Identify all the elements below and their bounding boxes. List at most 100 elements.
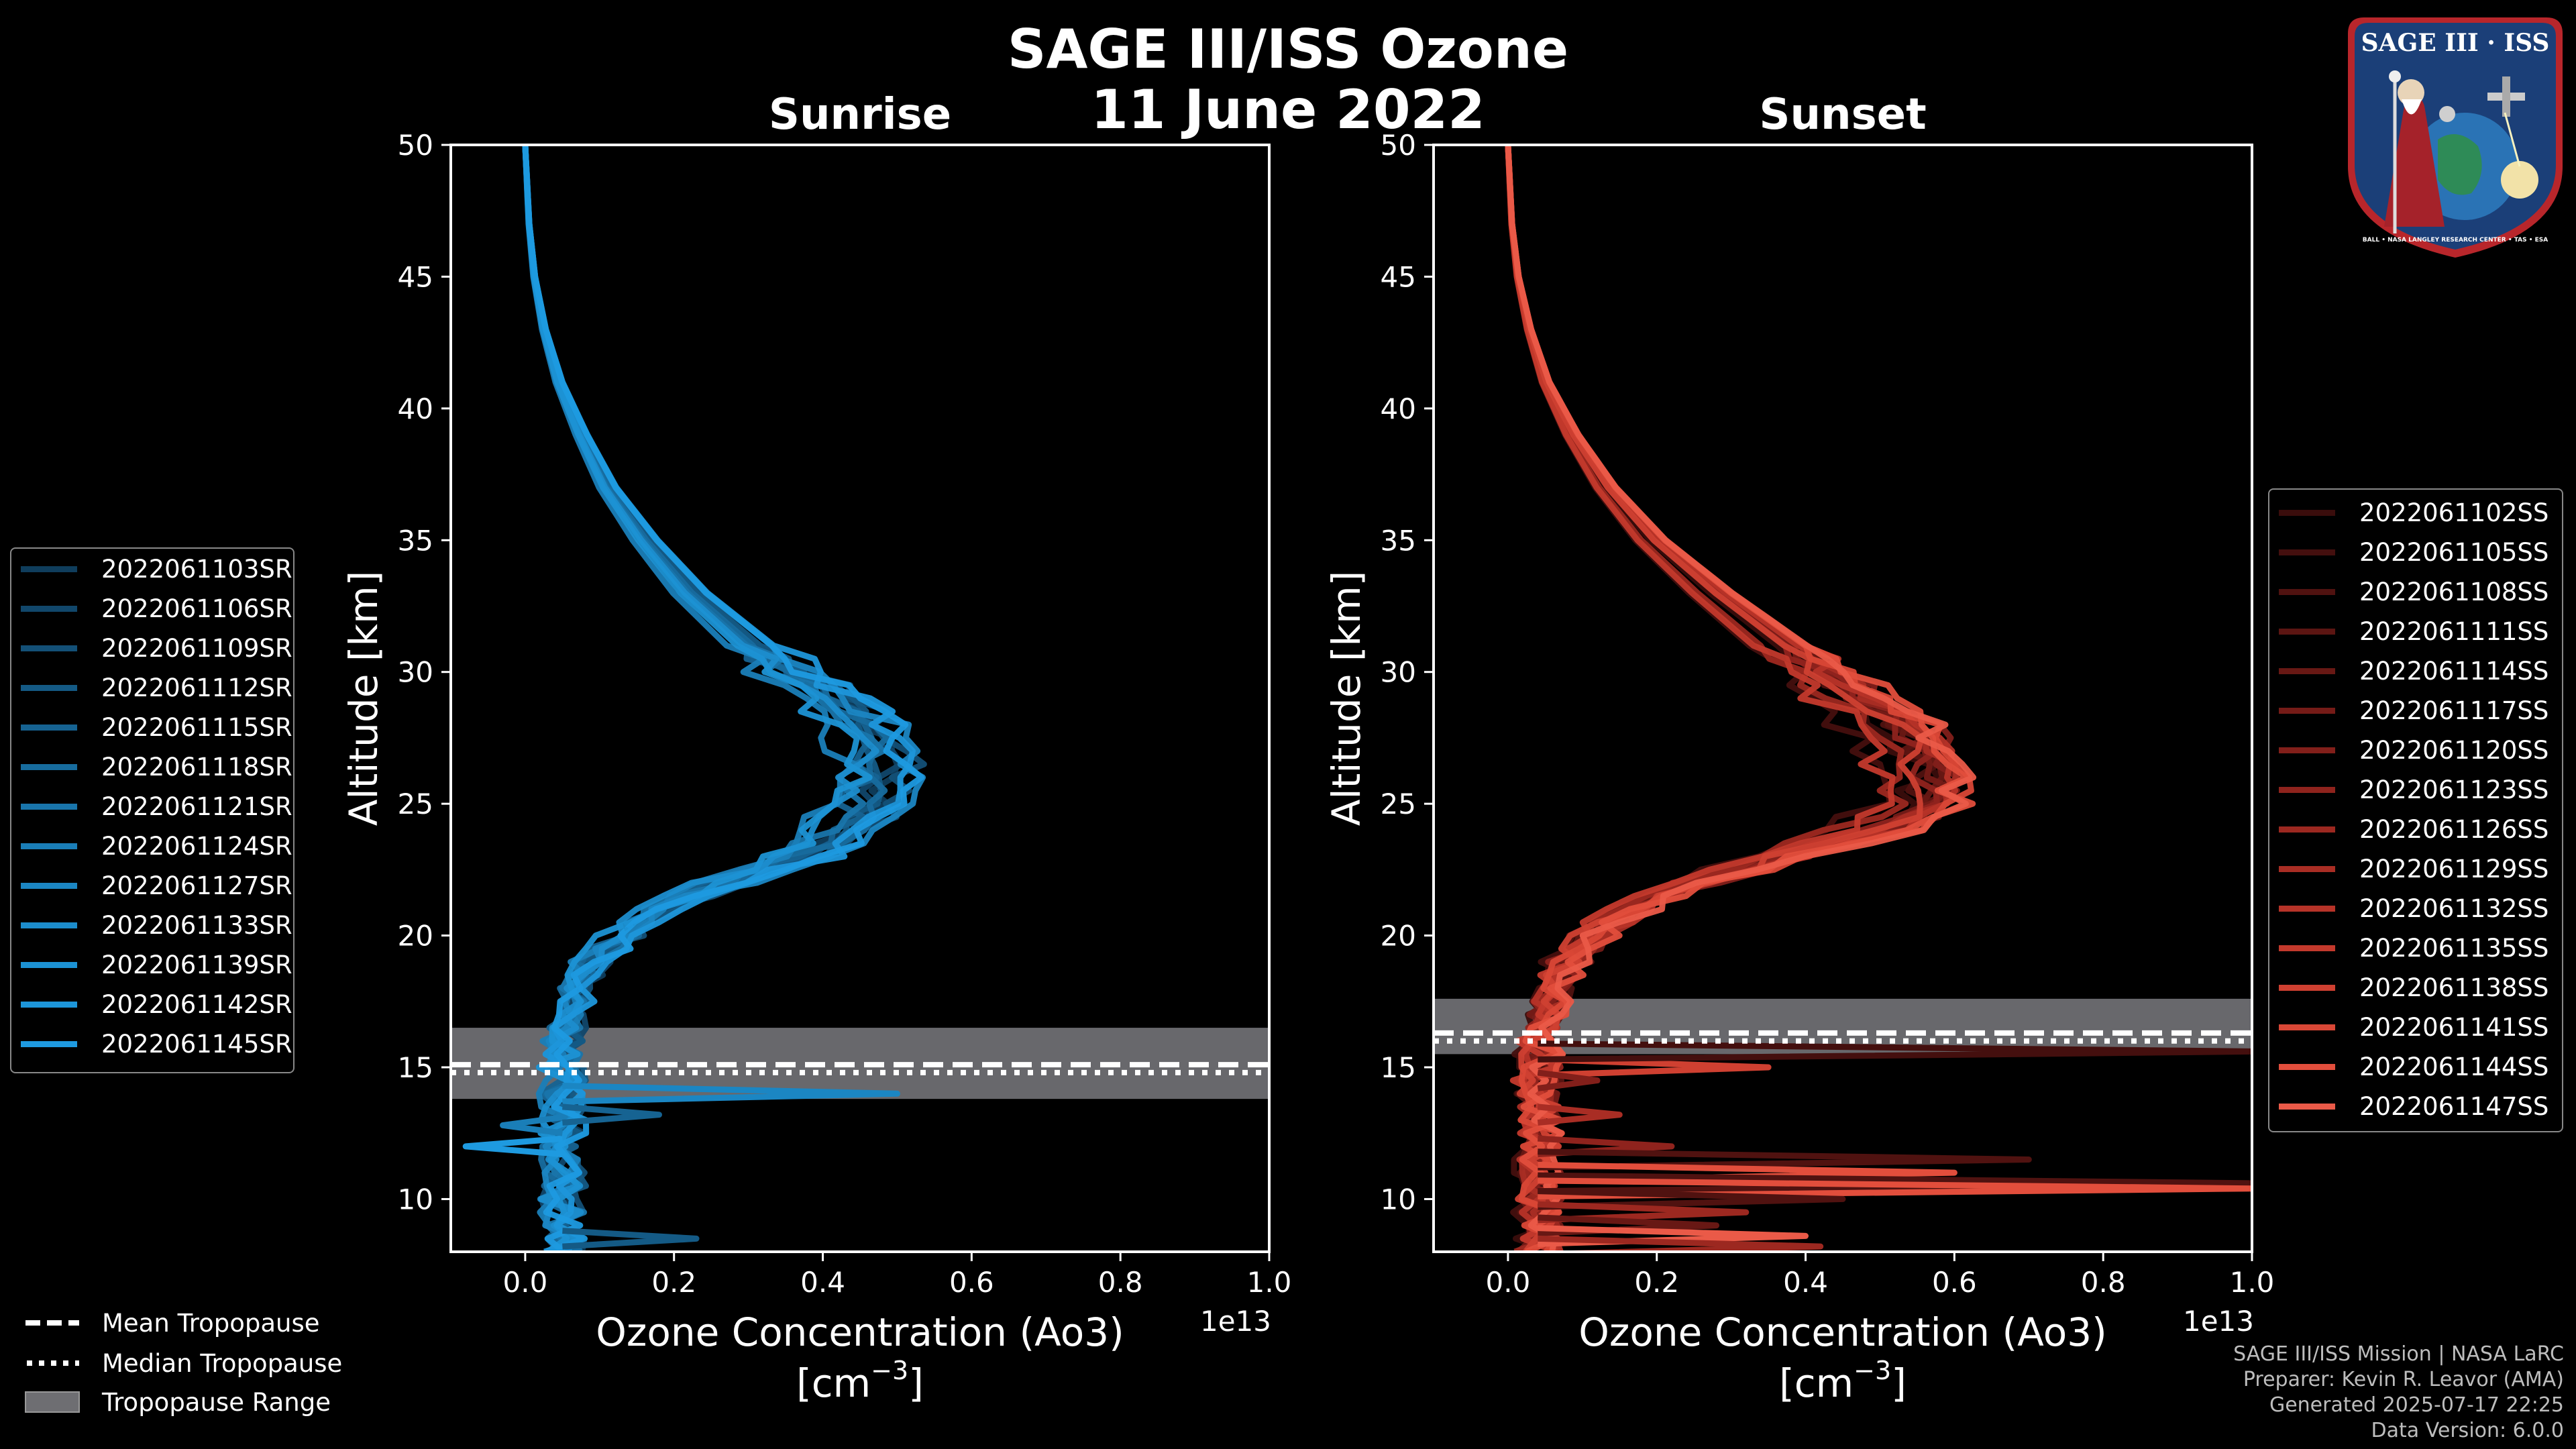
y-tick-label: 25 (1381, 788, 1416, 820)
legend-label: 2022061117SS (2359, 696, 2549, 725)
logo-text: SAGE III · ISS (2361, 29, 2550, 57)
x-axis-unit: [cm−3] (796, 1356, 924, 1406)
tropopause-legend: Mean Tropopause Median Tropopause Tropop… (0, 1308, 402, 1429)
profile-spike (1537, 1104, 1623, 1126)
legend-entry: 2022061106SR (21, 594, 292, 623)
legend-swatch (2279, 1024, 2335, 1030)
legend-swatch (2279, 628, 2335, 635)
legend-label: 2022061118SR (101, 752, 292, 782)
legend-swatch (21, 605, 77, 612)
legend-swatch (2279, 588, 2335, 595)
logo-ring-text: BALL • NASA LANGLEY RESEARCH CENTER • TA… (2363, 237, 2548, 244)
sunrise-title: Sunrise (769, 90, 951, 140)
legend-entry: 2022061124SR (21, 831, 292, 861)
legend-label: 2022061115SR (101, 712, 292, 742)
legend-label: 2022061114SS (2359, 656, 2549, 686)
legend-label: 2022061106SR (101, 594, 292, 623)
legend-label: 2022061132SS (2359, 894, 2549, 923)
x-axis-unit: [cm−3] (1779, 1356, 1907, 1406)
y-tick-label: 45 (1381, 260, 1416, 293)
legend-entry: 2022061102SS (2279, 498, 2548, 527)
y-tick-label: 35 (1381, 524, 1416, 557)
legend-entry: 2022061127SR (21, 871, 292, 900)
profile-spike (462, 1135, 563, 1158)
sunset-title: Sunset (1759, 90, 1926, 140)
footer-version: Data Version: 6.0.0 (2371, 1419, 2564, 1442)
x-tick-label: 0.0 (503, 1266, 548, 1299)
y-tick-label: 20 (398, 920, 433, 953)
legend-entry: 2022061120SS (2279, 735, 2549, 765)
legend-entry: 2022061112SR (21, 673, 292, 702)
footer-preparer: Preparer: Kevin R. Leavor (AMA) (2243, 1368, 2564, 1391)
sunset-plot-area (1434, 145, 2252, 1252)
profile-spike (562, 1228, 700, 1250)
legend-swatch (2279, 1103, 2335, 1110)
x-scale-label: 1e13 (1200, 1305, 1271, 1338)
unit-exponent: −3 (871, 1356, 908, 1385)
x-tick-label: 0.4 (1783, 1266, 1828, 1299)
x-tick-label: 0.8 (2081, 1266, 2126, 1299)
tropopause-range-label: Tropopause Range (102, 1387, 331, 1417)
main-date: 11 June 2022 (1091, 78, 1485, 141)
footer-mission: SAGE III/ISS Mission | NASA LaRC (2233, 1342, 2564, 1366)
profile-spike (1538, 1172, 2252, 1195)
legend-entry: 2022061111SS (2279, 617, 2548, 646)
mean-tropopause-entry: Mean Tropopause (24, 1308, 320, 1338)
legend-swatch (21, 843, 77, 849)
legend-label: 2022061141SS (2359, 1012, 2549, 1042)
sunrise-legend: 2022061103SR 2022061106SR 2022061109SR 2022… (10, 547, 294, 1073)
profile-spike (1538, 1040, 2252, 1063)
profile-spike (1538, 1188, 1846, 1210)
y-tick-label: 20 (1381, 920, 1416, 953)
legend-swatch (21, 961, 77, 968)
legend-label: 2022061112SR (101, 673, 292, 702)
median-tropopause-label: Median Tropopause (102, 1348, 343, 1378)
dotted-line-icon (27, 1360, 79, 1366)
x-tick-label: 0.2 (651, 1266, 696, 1299)
y-tick-label: 40 (1381, 392, 1416, 425)
legend-label: 2022061120SS (2359, 735, 2549, 765)
plot-frame (449, 144, 1271, 1253)
legend-entry: 2022061135SS (2279, 934, 2548, 963)
profile-spike (562, 1104, 662, 1126)
x-tick-label: 1.0 (1247, 1266, 1292, 1299)
legend-entry: 2022061105SS (2279, 538, 2548, 567)
legend-swatch (21, 684, 77, 691)
legend-swatch (2279, 865, 2335, 872)
tropopause-range-entry: Tropopause Range (24, 1387, 331, 1417)
profile-line-2022061145SR (522, 145, 924, 1252)
legend-entry: 2022061118SR (21, 752, 292, 782)
legend-entry: 2022061126SS (2279, 815, 2548, 844)
legend-label: 2022061138SS (2359, 973, 2549, 1002)
legend-entry: 2022061117SS (2279, 696, 2549, 725)
x-axis-label: Ozone Concentration (Ao3) (1578, 1309, 2107, 1355)
legend-swatch (21, 1040, 77, 1047)
legend-entry: 2022061123SS (2279, 775, 2548, 804)
profile-spike (1537, 1069, 1601, 1091)
legend-swatch (21, 645, 77, 651)
legend-label: 2022061144SS (2359, 1052, 2549, 1081)
y-tick-label: 30 (398, 656, 433, 689)
median-tropopause-entry: Median Tropopause (24, 1348, 342, 1378)
legend-entry: 2022061121SR (21, 792, 292, 821)
legend-swatch (2279, 905, 2335, 912)
y-tick-label: 30 (1381, 656, 1416, 689)
legend-entry: 2022061103SR (21, 555, 292, 584)
y-tick-label: 10 (398, 1183, 433, 1216)
legend-swatch (2279, 826, 2335, 833)
y-axis-label: Altitude [km] (1324, 571, 1369, 826)
mean-tropopause-label: Mean Tropopause (102, 1308, 320, 1338)
y-tick-label: 35 (398, 524, 433, 557)
y-tick-label: 15 (1381, 1051, 1416, 1084)
sage-logo: SAGE III · ISS BALL • NASA LANGLEY RESEA… (2344, 12, 2567, 262)
x-tick-label: 0.2 (1634, 1266, 1679, 1299)
legend-label: 2022061145SR (101, 1029, 292, 1059)
main-title: SAGE III/ISS Ozone (1007, 18, 1569, 80)
legend-label: 2022061124SR (101, 831, 292, 861)
legend-entry: 2022061139SR (21, 951, 292, 979)
legend-swatch (2279, 1063, 2335, 1070)
legend-swatch (2279, 786, 2335, 793)
unit-base: [cm (1779, 1360, 1854, 1406)
legend-entry: 2022061142SR (21, 990, 292, 1019)
